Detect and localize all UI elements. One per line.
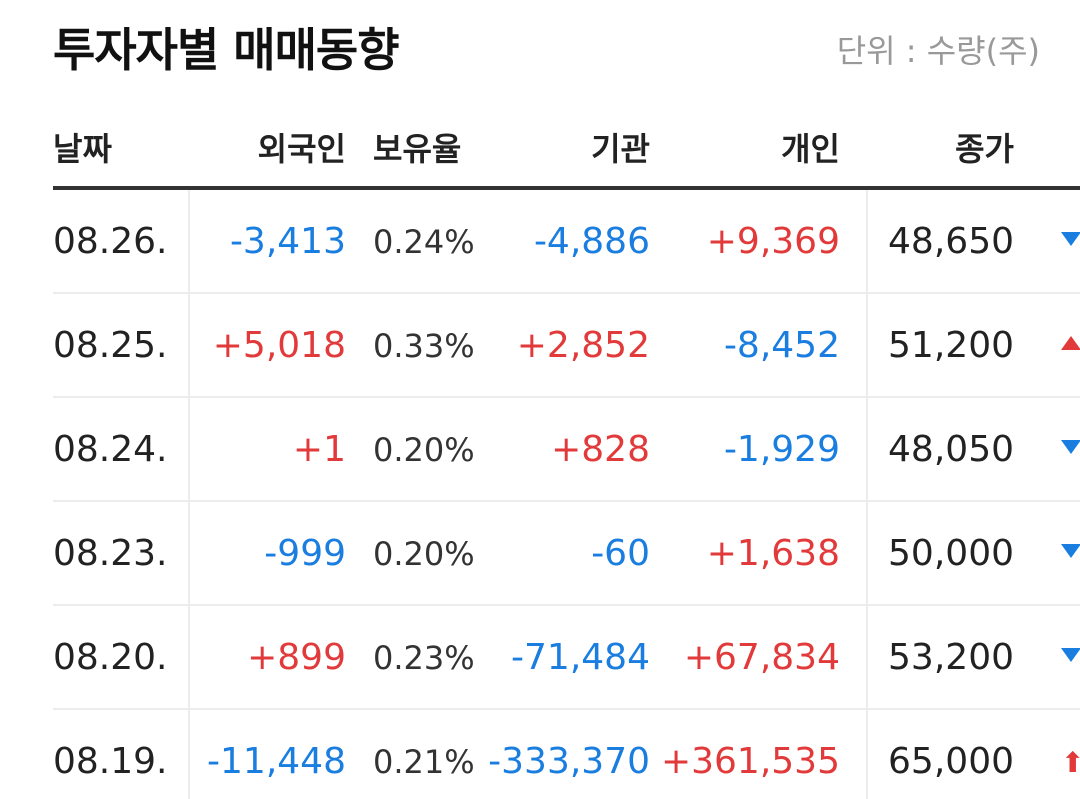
col-header-institution[interactable]: 기관: [591, 130, 650, 168]
date-cell: 08.25.: [53, 325, 168, 366]
individual-net-cell: -8,452: [723, 325, 840, 366]
individual-net-cell: +1,638: [706, 533, 840, 574]
price-change-cell: [1061, 190, 1080, 294]
table-row[interactable]: 08.25. +5,018 0.33% +2,852 -8,452 51,200: [53, 294, 1080, 398]
close-price-cell: 51,200: [888, 325, 1014, 366]
price-change-cell: ⬆1: [1061, 710, 1080, 799]
trading-table-body: 08.26. -3,413 0.24% -4,886 +9,369 48,650 08.25…: [0, 190, 1080, 799]
close-price-cell: 50,000: [888, 533, 1014, 574]
triangle-up-icon: [1061, 336, 1080, 350]
date-cell: 08.20.: [53, 637, 168, 678]
column-divider: [188, 190, 190, 799]
foreign-ratio-cell: 0.23%: [373, 639, 475, 677]
institution-net-cell: -4,886: [533, 221, 650, 262]
triangle-down-icon: [1061, 544, 1080, 558]
triangle-down-icon: [1061, 232, 1080, 246]
price-change-cell: [1061, 398, 1080, 502]
col-header-date[interactable]: 날짜: [53, 130, 112, 168]
price-change-cell: 1: [1061, 606, 1080, 710]
col-header-individual[interactable]: 개인: [781, 130, 840, 168]
institution-net-cell: +828: [551, 429, 650, 470]
foreign-net-cell: +899: [247, 637, 346, 678]
close-price-cell: 48,650: [888, 221, 1014, 262]
table-row[interactable]: 08.19. -11,448 0.21% -333,370 +361,535 65,000…: [53, 710, 1080, 799]
date-cell: 08.24.: [53, 429, 168, 470]
institution-net-cell: +2,852: [516, 325, 650, 366]
date-cell: 08.19.: [53, 741, 168, 782]
table-row[interactable]: 08.20. +899 0.23% -71,484 +67,834 53,200 1: [53, 606, 1080, 710]
table-row[interactable]: 08.23. -999 0.20% -60 +1,638 50,000: [53, 502, 1080, 606]
close-price-cell: 65,000: [888, 741, 1014, 782]
date-cell: 08.26.: [53, 221, 168, 262]
column-divider: [866, 190, 868, 799]
header-divider: [53, 186, 1080, 190]
foreign-net-cell: -3,413: [229, 221, 346, 262]
individual-net-cell: +9,369: [706, 221, 840, 262]
page-title: 투자자별 매매동향: [53, 23, 400, 77]
triangle-down-icon: [1061, 440, 1080, 454]
individual-net-cell: -1,929: [723, 429, 840, 470]
unit-label: 단위 : 수량(주): [836, 32, 1040, 70]
individual-net-cell: +361,535: [660, 741, 840, 782]
table-row[interactable]: 08.26. -3,413 0.24% -4,886 +9,369 48,650: [53, 190, 1080, 294]
date-cell: 08.23.: [53, 533, 168, 574]
individual-net-cell: +67,834: [683, 637, 840, 678]
foreign-ratio-cell: 0.33%: [373, 327, 475, 365]
arrow-up-icon: ⬆: [1061, 746, 1080, 779]
foreign-net-cell: -11,448: [207, 741, 346, 782]
institution-net-cell: -60: [591, 533, 650, 574]
col-header-ratio[interactable]: 보유율: [373, 130, 462, 168]
institution-net-cell: -71,484: [511, 637, 650, 678]
col-header-foreign[interactable]: 외국인: [257, 130, 346, 168]
table-row[interactable]: 08.24. +1 0.20% +828 -1,929 48,050: [53, 398, 1080, 502]
foreign-ratio-cell: 0.21%: [373, 743, 475, 781]
foreign-ratio-cell: 0.20%: [373, 535, 475, 573]
foreign-ratio-cell: 0.20%: [373, 431, 475, 469]
foreign-net-cell: -999: [264, 533, 346, 574]
institution-net-cell: -333,370: [488, 741, 650, 782]
col-header-close[interactable]: 종가: [955, 130, 1014, 168]
foreign-net-cell: +1: [292, 429, 346, 470]
triangle-down-icon: [1061, 648, 1080, 662]
close-price-cell: 48,050: [888, 429, 1014, 470]
price-change-cell: [1061, 294, 1080, 398]
foreign-net-cell: +5,018: [212, 325, 346, 366]
close-price-cell: 53,200: [888, 637, 1014, 678]
foreign-ratio-cell: 0.24%: [373, 223, 475, 261]
price-change-cell: [1061, 502, 1080, 606]
